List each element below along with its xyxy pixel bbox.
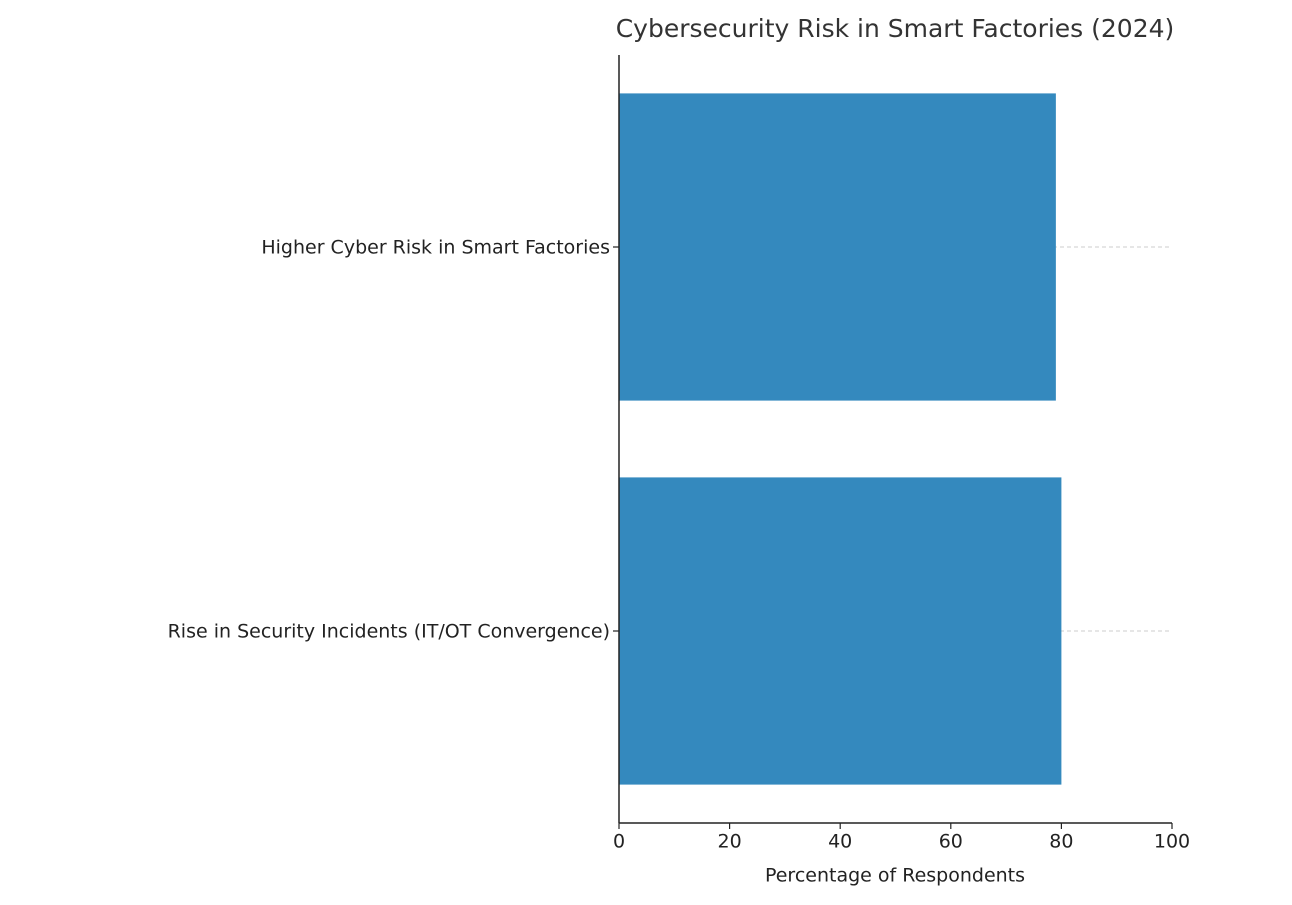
chart-title: Cybersecurity Risk in Smart Factories (2… xyxy=(616,14,1175,43)
x-tick-label: 40 xyxy=(828,831,852,853)
bar xyxy=(619,477,1062,785)
x-tick-label: 100 xyxy=(1154,831,1190,853)
x-tick-label: 60 xyxy=(939,831,963,853)
bar xyxy=(619,93,1056,401)
x-tick-label: 20 xyxy=(718,831,742,853)
x-axis-label: Percentage of Respondents xyxy=(765,865,1025,887)
x-tick-label: 80 xyxy=(1049,831,1073,853)
y-tick-label: Higher Cyber Risk in Smart Factories xyxy=(261,237,610,259)
y-tick-label: Rise in Security Incidents (IT/OT Conver… xyxy=(168,621,610,643)
x-tick-label: 0 xyxy=(613,831,625,853)
